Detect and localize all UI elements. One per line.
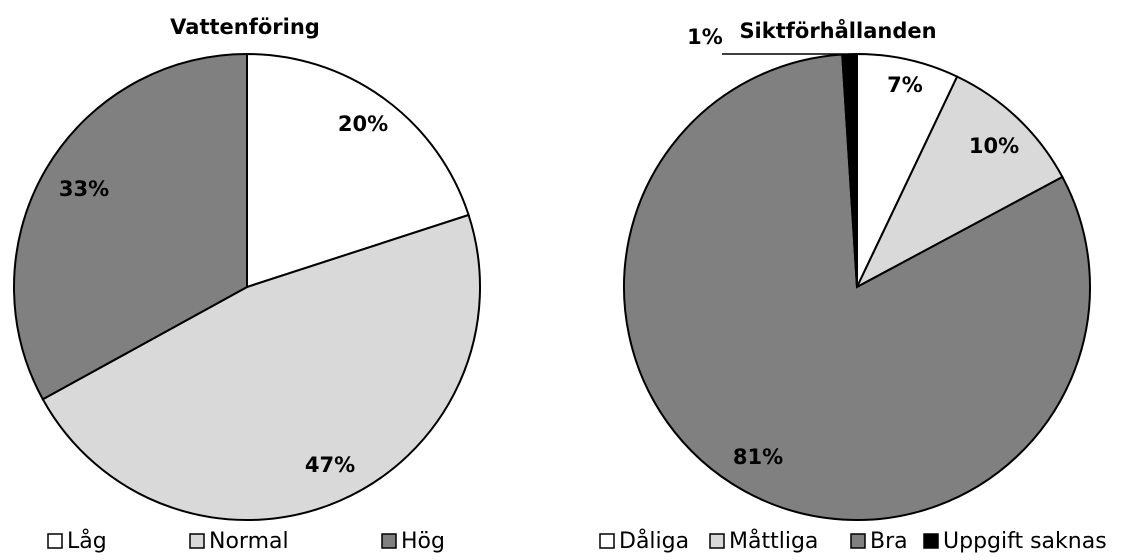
legend-swatch <box>709 533 725 549</box>
pie-chart-1: Vattenföring 20% 47% 33% <box>13 15 482 522</box>
legend-swatch <box>850 533 866 549</box>
legend-label: Måttliga <box>729 528 818 554</box>
legend: Låg Normal Hög <box>47 528 445 554</box>
legend-label: Bra <box>870 529 908 554</box>
pie-slice-måttliga <box>854 75 1064 290</box>
legend-swatch <box>47 533 63 549</box>
data-label: 1% <box>687 25 723 49</box>
chart-title: Siktförhållanden <box>739 18 936 43</box>
pie-chart-2: Siktförhållanden 7% 10% 81% 1% <box>623 18 1091 521</box>
legend-swatch <box>923 533 939 549</box>
legend-swatch <box>381 533 397 549</box>
legend: Dåliga Måttliga Bra Uppgift saknas <box>599 528 1107 554</box>
pie-slice-bra <box>623 53 1091 521</box>
legend-swatch <box>599 533 615 549</box>
pie-slice-normal <box>41 213 482 522</box>
pie-slice-dåliga <box>856 52 959 288</box>
legend-label: Dåliga <box>619 528 689 554</box>
legend-label: Uppgift saknas <box>943 529 1107 554</box>
data-label: 33% <box>59 177 109 201</box>
legend-label: Hög <box>401 529 445 554</box>
chart-title: Vattenföring <box>170 15 320 39</box>
data-label: 7% <box>887 73 923 97</box>
data-label: 81% <box>733 445 783 469</box>
pie-slice-hög <box>13 52 248 401</box>
legend-label: Låg <box>67 528 107 554</box>
pie-slice-låg <box>246 52 470 289</box>
legend-label: Normal <box>209 529 289 554</box>
data-label: 10% <box>969 134 1019 158</box>
data-label: 20% <box>338 112 388 136</box>
data-label: 47% <box>305 453 355 477</box>
legend-swatch <box>189 533 205 549</box>
